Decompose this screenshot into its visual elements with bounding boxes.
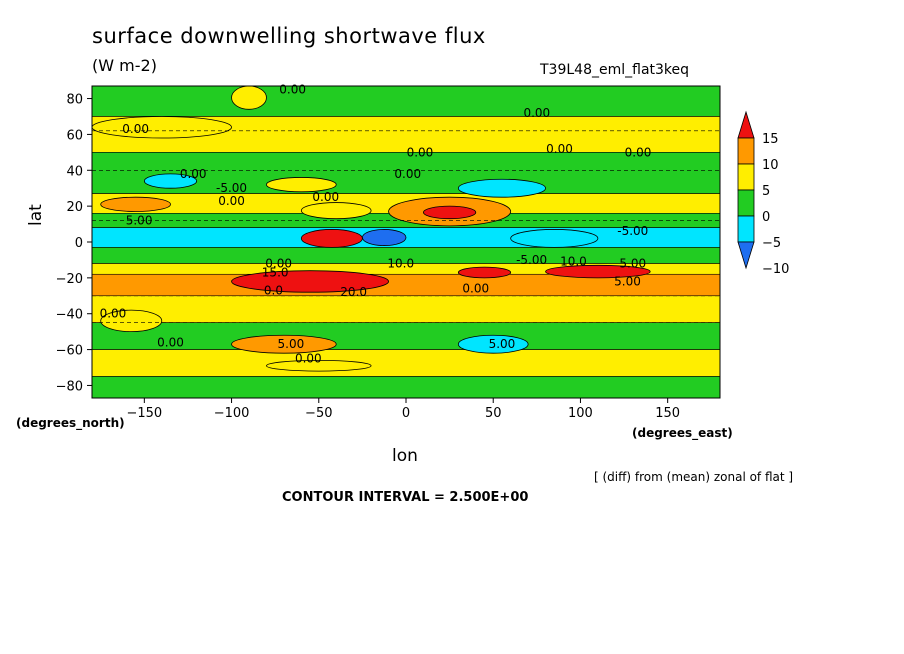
contour-label: 10.0 bbox=[387, 257, 414, 271]
contour-label: 5.00 bbox=[126, 213, 153, 227]
heatmap-feature bbox=[457, 266, 512, 279]
colorbar-bin bbox=[737, 189, 755, 217]
colorbar-label: −10 bbox=[762, 262, 789, 277]
contour-label: 0.00 bbox=[407, 145, 434, 159]
colorbar-label: −5 bbox=[762, 236, 781, 251]
colorbar-arrow-low bbox=[737, 241, 755, 270]
contour-label: 0.0 bbox=[264, 283, 283, 297]
footnote: [ (diff) from (mean) zonal of flat ] bbox=[594, 470, 794, 484]
colorbar-label: 10 bbox=[762, 158, 779, 173]
heatmap-band bbox=[91, 349, 721, 377]
heatmap-feature bbox=[510, 229, 599, 248]
contour-label: 5.00 bbox=[614, 274, 641, 288]
y-tick-label: −40 bbox=[56, 308, 83, 323]
contour-label: 5.00 bbox=[489, 337, 516, 351]
x-axis-label: lon bbox=[392, 446, 418, 466]
contour-label: 0.00 bbox=[312, 190, 339, 204]
colorbar-label: 0 bbox=[762, 210, 770, 225]
x-tick-label: −50 bbox=[305, 406, 332, 421]
heatmap-band bbox=[91, 152, 721, 194]
contour-label: 10.0 bbox=[560, 255, 587, 269]
contour-label: 0.00 bbox=[265, 257, 292, 271]
heatmap-feature bbox=[266, 177, 337, 193]
heatmap-feature bbox=[100, 196, 171, 212]
contour-label: 0.00 bbox=[180, 167, 207, 181]
heatmap-feature bbox=[300, 202, 372, 220]
contour-label: 0.00 bbox=[394, 167, 421, 181]
contour-label: 0.00 bbox=[218, 194, 245, 208]
heatmap-feature bbox=[231, 85, 267, 110]
x-tick-label: 100 bbox=[568, 406, 593, 421]
heatmap-feature bbox=[231, 334, 337, 354]
y-tick-label: −20 bbox=[56, 272, 83, 287]
contour-label: -5.00 bbox=[216, 181, 247, 195]
contour-label: 15.0 bbox=[262, 265, 289, 279]
heatmap-feature bbox=[545, 264, 651, 279]
colorbar-bin bbox=[737, 137, 755, 165]
heatmap-feature bbox=[100, 309, 163, 333]
contour-label: -5.00 bbox=[516, 253, 547, 267]
contour-label: 0.00 bbox=[295, 352, 322, 366]
heatmap-feature bbox=[231, 270, 389, 293]
y-tick-label: 60 bbox=[66, 128, 83, 143]
contour-label: 0.00 bbox=[523, 106, 550, 120]
contour-interval: CONTOUR INTERVAL = 2.500E+00 bbox=[282, 490, 529, 505]
contour-label: 0.00 bbox=[625, 145, 652, 159]
y-tick-label: 20 bbox=[66, 200, 83, 215]
y-tick-label: −60 bbox=[56, 344, 83, 359]
x-tick-label: 150 bbox=[655, 406, 680, 421]
colorbar-bin bbox=[737, 215, 755, 243]
x-tick-label: −150 bbox=[126, 406, 162, 421]
contour-label: 0.00 bbox=[100, 307, 127, 321]
contour-label: 5.00 bbox=[619, 257, 646, 271]
y-tick-label: 40 bbox=[66, 164, 83, 179]
heatmap-feature bbox=[361, 229, 407, 246]
x-tick-label: −100 bbox=[214, 406, 250, 421]
heatmap-feature bbox=[423, 205, 477, 220]
colorbar-label: 15 bbox=[762, 132, 779, 147]
x-tick-label: 0 bbox=[402, 406, 410, 421]
heatmap-feature bbox=[266, 359, 372, 372]
x-tick-label: 50 bbox=[485, 406, 502, 421]
contour-label: -5.00 bbox=[617, 224, 648, 238]
heatmap-band bbox=[91, 85, 721, 117]
heatmap-band bbox=[91, 376, 721, 399]
heatmap-feature bbox=[300, 229, 363, 248]
colorbar-bin bbox=[737, 163, 755, 191]
y-axis-label: lat bbox=[26, 204, 46, 226]
heatmap-feature bbox=[457, 178, 546, 198]
contour-label: 0.00 bbox=[157, 335, 184, 349]
y-tick-label: −80 bbox=[56, 379, 83, 394]
contour-label: 0.00 bbox=[546, 142, 573, 156]
contour-label: 0.00 bbox=[279, 83, 306, 97]
heatmap-band bbox=[91, 295, 721, 323]
y-axis-unit: (degrees_north) bbox=[16, 416, 125, 430]
y-tick-label: 80 bbox=[66, 93, 83, 108]
chart-units: (W m-2) bbox=[92, 56, 157, 75]
y-tick-label: 0 bbox=[75, 236, 83, 251]
run-label: T39L48_eml_flat3keq bbox=[540, 62, 690, 78]
heatmap-feature bbox=[457, 334, 529, 354]
contour-label: 20.0 bbox=[340, 285, 367, 299]
x-axis-unit: (degrees_east) bbox=[632, 426, 733, 440]
heatmap-feature bbox=[143, 173, 198, 189]
contour-label: 0.00 bbox=[462, 282, 489, 296]
colorbar-arrow-high bbox=[737, 110, 755, 139]
contour-label: 0.00 bbox=[122, 122, 149, 136]
chart-title: surface downwelling shortwave flux bbox=[92, 24, 486, 48]
heatmap-feature bbox=[91, 116, 232, 139]
heatmap-band bbox=[91, 322, 721, 350]
contour-label: 5.00 bbox=[278, 337, 305, 351]
colorbar-label: 5 bbox=[762, 184, 770, 199]
